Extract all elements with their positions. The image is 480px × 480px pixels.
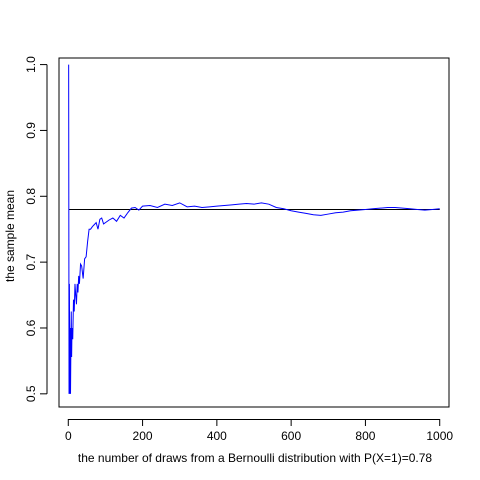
x-axis-label: the number of draws from a Bernoulli dis… xyxy=(78,451,433,465)
axes-layer: 0 200 400 600 800 1000 0.5 0.6 0.7 0.8 0.9 1.0 xyxy=(24,56,453,443)
y-tick-label: 1.0 xyxy=(24,56,38,73)
y-tick-label: 0.9 xyxy=(24,122,38,139)
plot-frame xyxy=(58,57,450,408)
x-tick-label: 600 xyxy=(281,429,301,443)
x-tick-label: 800 xyxy=(355,429,375,443)
sample-mean-line xyxy=(68,64,440,394)
x-tick-label: 0 xyxy=(65,429,72,443)
x-tick-label: 400 xyxy=(207,429,227,443)
y-axis-label: the sample mean xyxy=(3,190,17,282)
data-layer xyxy=(68,64,440,394)
x-tick-label: 1000 xyxy=(426,429,453,443)
y-tick-label: 0.5 xyxy=(24,385,38,402)
y-tick-label: 0.7 xyxy=(24,253,38,270)
y-tick-label: 0.6 xyxy=(24,319,38,336)
y-tick-label: 0.8 xyxy=(24,188,38,205)
x-tick-label: 200 xyxy=(133,429,153,443)
